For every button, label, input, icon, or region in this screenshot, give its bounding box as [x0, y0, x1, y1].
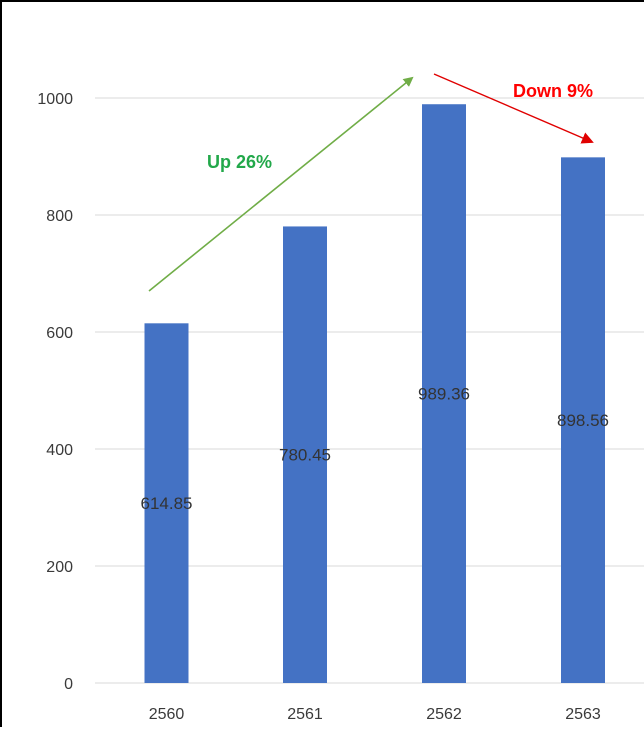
data-label: 614.85	[141, 494, 193, 513]
y-tick-label: 400	[46, 442, 73, 459]
x-tick-label: 2563	[565, 706, 601, 723]
y-tick-label: 1000	[37, 91, 73, 108]
y-tick-label: 800	[46, 208, 73, 225]
up-arrow	[148, 76, 414, 292]
bars	[144, 104, 605, 683]
data-label: 989.36	[418, 385, 470, 404]
down-annotation-label: Down 9%	[513, 81, 593, 101]
x-tick-label: 2562	[426, 706, 462, 723]
x-tick-label: 2560	[149, 706, 185, 723]
y-tick-label: 0	[64, 676, 73, 693]
bar-2560	[144, 323, 189, 683]
bar-2563	[561, 157, 605, 683]
y-tick-label: 200	[46, 559, 73, 576]
bar-2561	[283, 226, 327, 683]
y-axis-ticks: 0 200 400 600 800 1000	[37, 91, 73, 693]
data-label: 780.45	[279, 446, 331, 465]
down-arrow	[433, 73, 594, 144]
data-labels: 614.85 780.45 989.36 898.56	[141, 385, 610, 514]
up-annotation-label: Up 26%	[207, 152, 272, 172]
annotations: Up 26% Down 9%	[148, 73, 594, 292]
x-tick-label: 2561	[287, 706, 323, 723]
x-axis-ticks: 2560 2561 2562 2563	[149, 706, 601, 723]
y-tick-label: 600	[46, 325, 73, 342]
data-label: 898.56	[557, 411, 609, 430]
bar-2562	[422, 104, 466, 683]
